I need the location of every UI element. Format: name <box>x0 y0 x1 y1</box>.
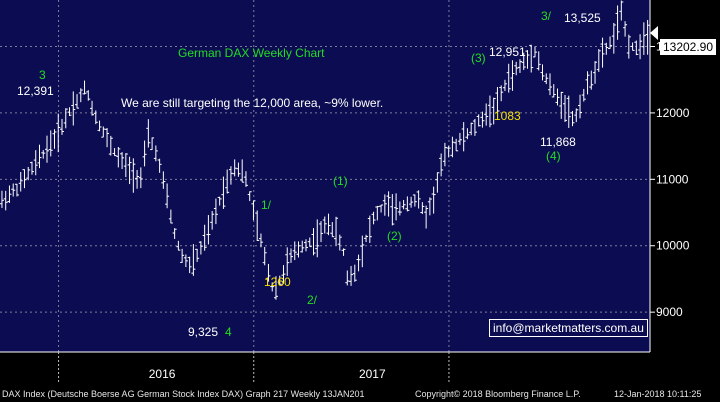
y-tick-label: 11000 <box>656 172 689 186</box>
wave-label-paren-4: (4) <box>546 149 561 163</box>
x-tick-label: 2017 <box>359 367 386 381</box>
wave-label-3: 3 <box>39 68 46 82</box>
peak-label-12951: 12,951 <box>489 45 526 59</box>
dax-weekly-chart: 900010000110001200013000201520162017 <box>0 0 720 388</box>
x-tick-label: 2016 <box>149 367 176 381</box>
peak-label-13525: 13,525 <box>564 11 601 25</box>
peak-label-12391: 12,391 <box>17 84 54 98</box>
y-tick-label: 10000 <box>656 239 690 253</box>
wave-label-2-slash: 2/ <box>307 293 318 307</box>
last-price-label: 13202.90 <box>660 39 716 55</box>
wave-label-3-slash: 3/ <box>541 9 552 23</box>
footer-timestamp: 12-Jan-2018 10:11:25 <box>614 389 702 399</box>
wave-label-4: 4 <box>225 325 232 339</box>
y-tick-label: 12000 <box>656 106 690 120</box>
email-link[interactable]: info@marketmatters.com.au <box>489 319 648 337</box>
points-label-1083: 1083 <box>494 109 521 123</box>
wave-label-paren-1: (1) <box>333 174 348 188</box>
plot-area <box>0 0 650 352</box>
points-label-1260: 1260 <box>264 275 291 289</box>
wave-label-paren-2: (2) <box>387 229 402 243</box>
wave-label-paren-3: (3) <box>471 51 486 65</box>
footer-security-info: DAX Index (Deutsche Boerse AG German Sto… <box>2 389 365 399</box>
wave-label-1-slash: 1/ <box>261 198 272 212</box>
chart-footer: DAX Index (Deutsche Boerse AG German Sto… <box>0 388 720 402</box>
y-tick-label: 9000 <box>656 305 683 319</box>
footer-copyright: Copyright© 2018 Bloomberg Finance L.P. <box>415 389 581 399</box>
chart-title: German DAX Weekly Chart <box>178 46 325 60</box>
x-axis-strip <box>0 352 720 388</box>
low-label-9325: 9,325 <box>188 325 219 339</box>
last-price-arrow <box>650 26 658 41</box>
low-label-11868: 11,868 <box>540 135 576 149</box>
chart-subtitle: We are still targeting the 12,000 area, … <box>121 96 384 110</box>
